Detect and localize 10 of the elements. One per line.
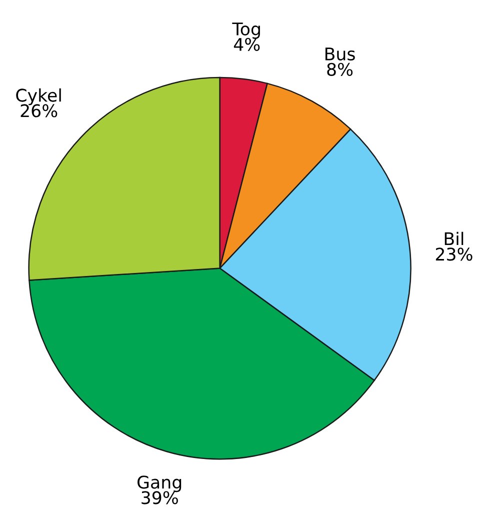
slice-label: Bus (325, 48, 355, 60)
data-label: 23% (436, 248, 472, 261)
data-label: 26% (20, 104, 58, 118)
data-label: 8% (327, 62, 353, 76)
slice-label: Tog (232, 22, 260, 39)
slice-label: Cykel (16, 88, 61, 106)
data-label: 39% (142, 491, 178, 504)
data-label: 4% (234, 38, 260, 51)
slice-label: Gang (138, 476, 182, 492)
slice-label: Bil (444, 232, 464, 246)
